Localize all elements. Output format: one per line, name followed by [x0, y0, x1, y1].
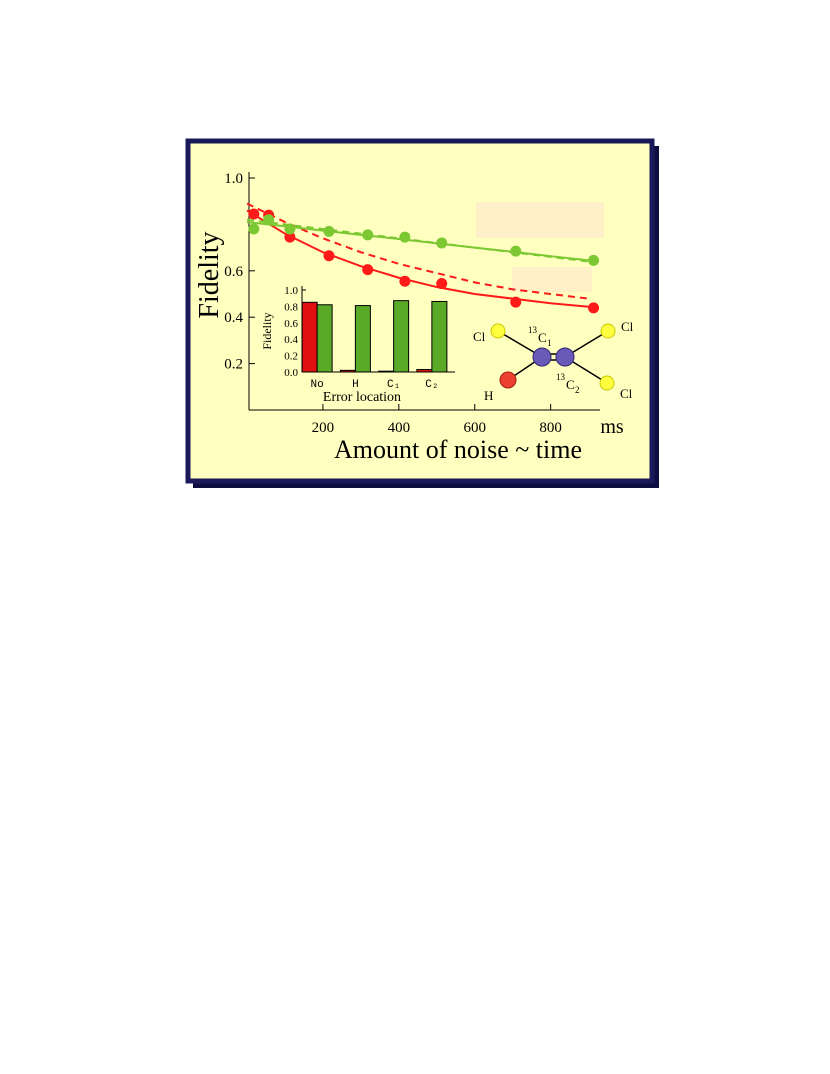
panel	[185, 138, 655, 484]
bar	[316, 304, 333, 373]
bar	[431, 300, 448, 373]
x-tick-label: H	[352, 379, 359, 391]
y-tick-label: 1.0	[284, 285, 298, 297]
atom-label: 1	[547, 338, 552, 348]
highlight-box	[512, 267, 592, 292]
y-tick-label: 0.4	[284, 334, 298, 346]
atom	[532, 347, 552, 367]
x-tick-label: No	[311, 379, 324, 391]
x-tick-label: 800	[539, 420, 562, 436]
fit-line	[246, 209, 589, 308]
y-tick-label: 0.8	[284, 301, 298, 313]
atom-label: C	[566, 377, 575, 392]
y-tick-label: 0.2	[284, 351, 298, 363]
x-tick-label: 200	[312, 420, 335, 436]
atom-label: Cl	[620, 386, 633, 401]
x-axis-title: Error location	[323, 390, 401, 405]
atom-label: H	[484, 388, 493, 403]
atom-label: 2	[575, 385, 580, 395]
x-tick-label: C₂	[425, 379, 438, 391]
data-point	[436, 278, 448, 290]
atom	[490, 323, 506, 339]
data-point	[510, 245, 522, 257]
molecule: Cl 13 C 1 13 C 2 H Cl Cl	[473, 319, 634, 403]
atom-label: Cl	[473, 329, 486, 344]
bar	[354, 305, 371, 373]
atom-label: 13	[556, 372, 566, 382]
bar	[393, 300, 410, 373]
bar	[301, 301, 318, 373]
y-tick-label: 0.2	[224, 357, 243, 373]
x-tick-label: 400	[388, 420, 411, 436]
x-axis-title: Amount of noise ~ time	[334, 435, 582, 464]
y-tick-label: 0.6	[224, 264, 243, 280]
data-point	[588, 302, 600, 314]
fit-line	[246, 218, 589, 263]
y-tick-label: 1.0	[224, 171, 243, 187]
atom-label: 13	[528, 325, 538, 335]
x-tick-label: C₁	[387, 379, 400, 391]
x-unit: ms	[600, 416, 624, 438]
y-tick-label: 0.0	[284, 367, 298, 379]
x-tick-label: 600	[463, 420, 486, 436]
highlight-box	[476, 202, 604, 238]
data-point	[248, 223, 260, 235]
y-axis-title: Fidelity	[260, 312, 274, 349]
fit-line	[246, 202, 589, 300]
y-tick-label: 0.6	[284, 318, 298, 330]
atom	[599, 375, 615, 391]
atom-label: Cl	[621, 319, 634, 334]
data-point	[588, 254, 600, 266]
atom	[499, 371, 517, 389]
atom	[555, 347, 575, 367]
y-tick-label: 0.4	[224, 310, 243, 326]
atom-label: C	[538, 330, 547, 345]
y-axis-title: Fidelity	[194, 231, 225, 318]
atom	[600, 323, 616, 339]
